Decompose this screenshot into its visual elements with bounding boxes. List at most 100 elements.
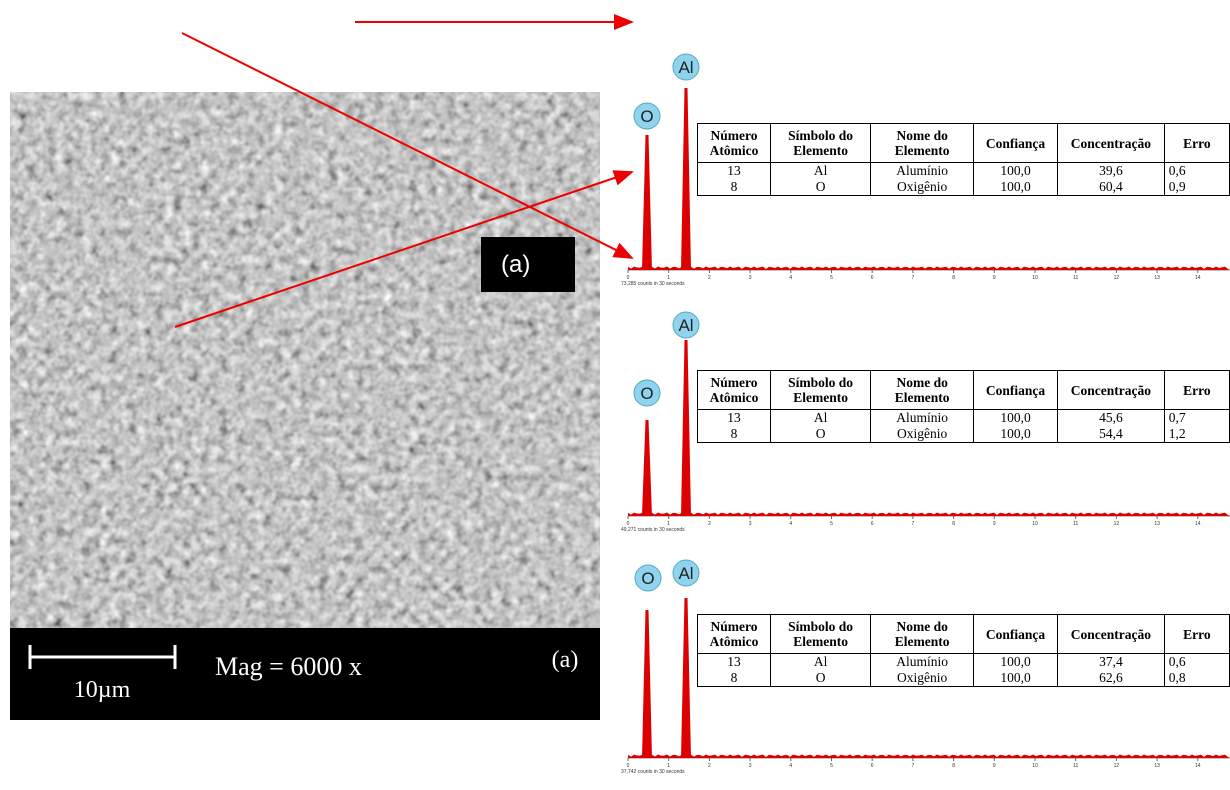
x-tick-label: 12 [1114, 521, 1120, 527]
column-header: Confiança [974, 615, 1058, 654]
cell: 0,6 [1164, 163, 1229, 180]
x-tick-label: 3 [749, 275, 752, 281]
column-header: Símbolo do Elemento [771, 124, 871, 163]
cell: Oxigênio [871, 670, 974, 687]
cell: 8 [698, 426, 771, 443]
peak [681, 340, 691, 516]
cell: 0,9 [1164, 179, 1229, 196]
column-header: Confiança [974, 371, 1058, 410]
cell: O [771, 179, 871, 196]
cell: 54,4 [1058, 426, 1165, 443]
x-tick-label: 5 [830, 763, 833, 769]
magnification: Mag = 6000 x [215, 652, 362, 681]
cell: 8 [698, 179, 771, 196]
column-header: Número Atômico [698, 124, 771, 163]
column-header: Erro [1164, 615, 1229, 654]
cell: Alumínio [871, 654, 974, 671]
x-tick-label: 9 [993, 521, 996, 527]
x-tick-label: 3 [749, 763, 752, 769]
cell: 13 [698, 654, 771, 671]
sem-texture [10, 92, 600, 628]
cell: O [771, 670, 871, 687]
data-row: 8OOxigênio100,060,40,9 [698, 179, 1230, 196]
cell: 8 [698, 670, 771, 687]
x-tick-label: 2 [708, 275, 711, 281]
column-header: Número Atômico [698, 615, 771, 654]
x-tick-label: 12 [1114, 275, 1120, 281]
data-row: 8OOxigênio100,054,41,2 [698, 426, 1230, 443]
column-header: Concentração [1058, 615, 1165, 654]
cell: O [771, 426, 871, 443]
x-tick-label: 2 [708, 521, 711, 527]
column-header: Erro [1164, 371, 1229, 410]
x-tick-label: 11 [1073, 763, 1078, 769]
cell: 0,7 [1164, 410, 1229, 427]
cell: 100,0 [974, 410, 1058, 427]
peak-label: Al [678, 316, 693, 335]
column-header: Erro [1164, 124, 1229, 163]
column-header: Número Atômico [698, 371, 771, 410]
sem-image: 10µm Mag = 6000 x (a) [10, 92, 600, 720]
cell: 13 [698, 410, 771, 427]
cell: 62,6 [1058, 670, 1165, 687]
cell: Al [771, 163, 871, 180]
x-tick-label: 9 [993, 763, 996, 769]
x-tick-label: 10 [1032, 763, 1038, 769]
x-tick-label: 11 [1073, 275, 1078, 281]
x-tick-label: 5 [830, 275, 833, 281]
cell: 100,0 [974, 654, 1058, 671]
column-header: Nome do Elemento [871, 615, 974, 654]
cell: Oxigênio [871, 426, 974, 443]
x-tick-label: 6 [871, 763, 874, 769]
peak [642, 135, 652, 270]
cell: Al [771, 410, 871, 427]
cell: 100,0 [974, 163, 1058, 180]
x-tick-label: 3 [749, 521, 752, 527]
x-tick-label: 12 [1114, 763, 1120, 769]
x-tick-label: 14 [1195, 275, 1201, 281]
x-tick-label: 13 [1154, 275, 1160, 281]
x-tick-label: 2 [708, 763, 711, 769]
column-header: Símbolo do Elemento [771, 371, 871, 410]
cell: 45,6 [1058, 410, 1165, 427]
cell: 1,2 [1164, 426, 1229, 443]
cell: 100,0 [974, 426, 1058, 443]
column-header: Nome do Elemento [871, 371, 974, 410]
counts-label: 37,742 counts in 30 seconds [621, 769, 685, 775]
peak-label: O [641, 569, 654, 588]
x-tick-label: 7 [912, 275, 915, 281]
cell: 39,6 [1058, 163, 1165, 180]
x-tick-label: 9 [993, 275, 996, 281]
peak [642, 420, 652, 516]
x-tick-label: 10 [1032, 275, 1038, 281]
x-tick-label: 4 [789, 763, 792, 769]
x-tick-label: 14 [1195, 521, 1201, 527]
x-tick-label: 8 [952, 521, 955, 527]
scale-label: 10µm [74, 677, 131, 703]
x-tick-label: 4 [789, 275, 792, 281]
x-tick-label: 4 [789, 521, 792, 527]
peak-label: O [640, 384, 653, 403]
x-tick-label: 13 [1154, 521, 1160, 527]
x-tick-label: 6 [871, 275, 874, 281]
cell: 100,0 [974, 179, 1058, 196]
peak [681, 88, 691, 270]
cell: 37,4 [1058, 654, 1165, 671]
noise-floor [628, 267, 1230, 270]
x-tick-label: 10 [1032, 521, 1038, 527]
callout-label: (a) [481, 237, 575, 292]
column-header: Concentração [1058, 371, 1165, 410]
cell: Alumínio [871, 163, 974, 180]
cell: Al [771, 654, 871, 671]
data-row: 13AlAlumínio100,039,60,6 [698, 163, 1230, 180]
x-tick-label: 5 [830, 521, 833, 527]
panel-label: (a) [552, 647, 579, 673]
noise-floor [628, 755, 1230, 759]
